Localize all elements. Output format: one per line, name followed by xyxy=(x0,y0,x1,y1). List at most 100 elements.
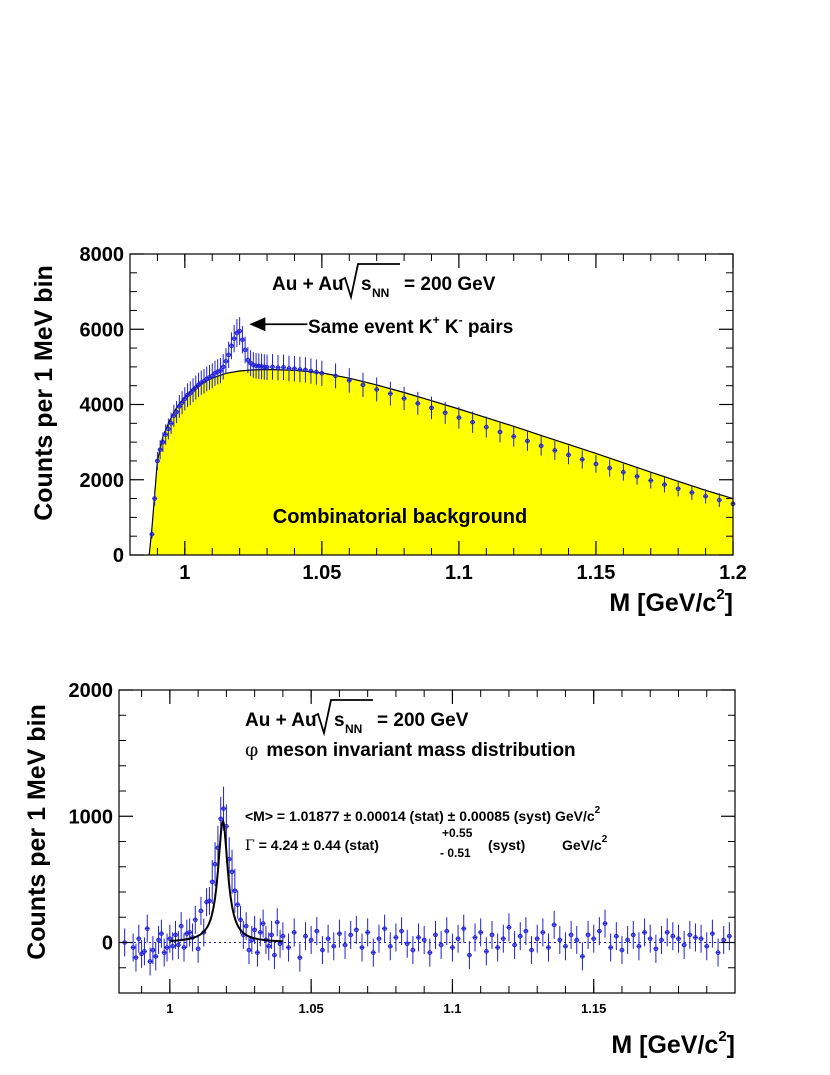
top-data-point xyxy=(152,491,158,506)
top-x-tick-label: 1 xyxy=(179,562,190,584)
bottom-chart: 0 1000 2000 1 1.05 1.1 1.15 Counts per 1 MeV b… xyxy=(23,680,736,1059)
bottom-data-point xyxy=(314,917,320,946)
bottom-data-point xyxy=(410,936,416,965)
top-data-point xyxy=(270,354,276,380)
bottom-data-point xyxy=(557,925,563,954)
top-data-point xyxy=(174,400,180,424)
bottom-data-point xyxy=(387,932,393,961)
bottom-data-point xyxy=(596,917,602,946)
bottom-data-point xyxy=(500,924,506,953)
bottom-data-point xyxy=(534,924,540,953)
top-data-point xyxy=(374,377,380,402)
bottom-x-tick-label: 1.15 xyxy=(581,1001,606,1016)
bottom-data-point xyxy=(229,849,235,894)
bottom-data-point xyxy=(175,931,181,960)
mass-result: <M> = 1.01877 ± 0.00014 (stat) ± 0.00085… xyxy=(245,805,601,824)
top-y-axis-label: Counts per 1 MeV bin xyxy=(30,265,58,521)
bottom-data-point xyxy=(562,932,568,961)
bottom-data-point xyxy=(348,920,354,949)
bottom-data-point xyxy=(246,936,252,965)
bottom-data-point xyxy=(286,933,292,962)
bottom-subtitle: φ meson invariant mass distribution xyxy=(245,739,576,761)
bottom-data-point xyxy=(277,929,283,958)
top-data-point xyxy=(607,459,613,477)
bottom-data-point xyxy=(319,936,325,965)
bottom-data-point xyxy=(376,924,382,953)
annotation-text: Same event K+ K- pairs xyxy=(308,313,513,338)
top-data-point xyxy=(245,347,251,374)
top-data-point xyxy=(538,436,544,456)
top-data-point xyxy=(620,463,626,481)
bottom-data-point xyxy=(136,924,142,953)
breit-wigner-fit-curve xyxy=(169,819,283,943)
bottom-data-point xyxy=(359,933,365,962)
bottom-s-symbol: s xyxy=(334,710,345,731)
top-x-axis-label: M [GeV/c2] xyxy=(609,586,733,617)
bottom-data-point xyxy=(150,936,156,965)
bottom-data-point xyxy=(659,925,665,954)
bottom-data-point xyxy=(579,942,585,971)
bottom-data-point xyxy=(495,933,501,962)
bottom-data-point xyxy=(613,922,619,951)
top-data-point xyxy=(470,411,476,433)
bottom-data-point xyxy=(602,909,608,938)
bottom-data-point xyxy=(130,933,136,962)
top-data-point xyxy=(456,406,462,429)
top-system-text: Au + Au xyxy=(272,274,344,295)
top-data-point xyxy=(157,440,163,460)
top-y-tick-label: 6000 xyxy=(80,319,125,341)
bottom-data-point xyxy=(704,932,710,961)
bottom-data-point xyxy=(156,925,162,954)
top-data-point xyxy=(168,412,174,434)
bottom-data-point xyxy=(517,922,523,951)
bottom-data-point xyxy=(664,918,670,947)
bottom-data-point xyxy=(209,859,215,904)
bottom-data-point xyxy=(187,918,193,947)
bottom-data-point xyxy=(181,933,187,962)
width-result-main: Γ = 4.24 ± 0.44 (stat) xyxy=(245,837,379,854)
top-y-tick-label: 2000 xyxy=(80,470,125,492)
bottom-data-point xyxy=(585,920,591,949)
bottom-x-tick-label: 1 xyxy=(166,1001,173,1016)
bottom-data-point xyxy=(416,923,422,952)
bottom-data-point xyxy=(158,919,164,948)
bottom-data-point xyxy=(427,938,433,967)
bottom-data-point xyxy=(455,924,461,953)
bottom-data-point xyxy=(170,932,176,961)
bottom-data-point xyxy=(232,868,238,913)
top-data-point xyxy=(250,352,256,378)
bottom-data-point xyxy=(206,886,212,915)
bottom-data-point xyxy=(670,922,676,951)
top-data-point xyxy=(634,468,640,485)
top-data-point xyxy=(223,348,229,375)
bottom-system-text: Au + Au xyxy=(245,710,317,731)
top-nn-subscript: NN xyxy=(372,286,389,300)
bottom-data-point xyxy=(393,923,399,952)
bottom-data-point xyxy=(625,925,631,954)
top-data-point xyxy=(675,481,681,497)
annotation-arrow xyxy=(249,317,308,332)
bottom-data-point xyxy=(274,908,280,937)
top-data-point xyxy=(703,489,709,504)
top-data-point xyxy=(163,424,169,445)
top-data-point xyxy=(497,421,503,443)
top-y-tick-label: 4000 xyxy=(80,395,125,417)
top-energy-text: = 200 GeV xyxy=(404,274,496,295)
bottom-data-point xyxy=(141,937,147,966)
bottom-data-point xyxy=(726,922,732,951)
top-data-point xyxy=(264,354,270,381)
bottom-data-point xyxy=(512,931,518,960)
bottom-y-tick-label: 1000 xyxy=(69,806,114,828)
width-unit: GeV/c2 xyxy=(562,834,608,853)
bottom-data-point xyxy=(308,925,314,954)
top-data-point xyxy=(511,426,517,447)
top-data-point xyxy=(661,476,667,493)
bottom-data-point xyxy=(574,925,580,954)
background-label: Combinatorial background xyxy=(273,506,527,528)
bottom-data-point xyxy=(529,936,535,965)
bottom-data-point xyxy=(551,910,557,939)
top-data-point xyxy=(286,355,292,382)
top-data-point xyxy=(196,372,202,398)
top-data-point xyxy=(716,493,722,507)
bottom-data-point xyxy=(399,917,405,946)
